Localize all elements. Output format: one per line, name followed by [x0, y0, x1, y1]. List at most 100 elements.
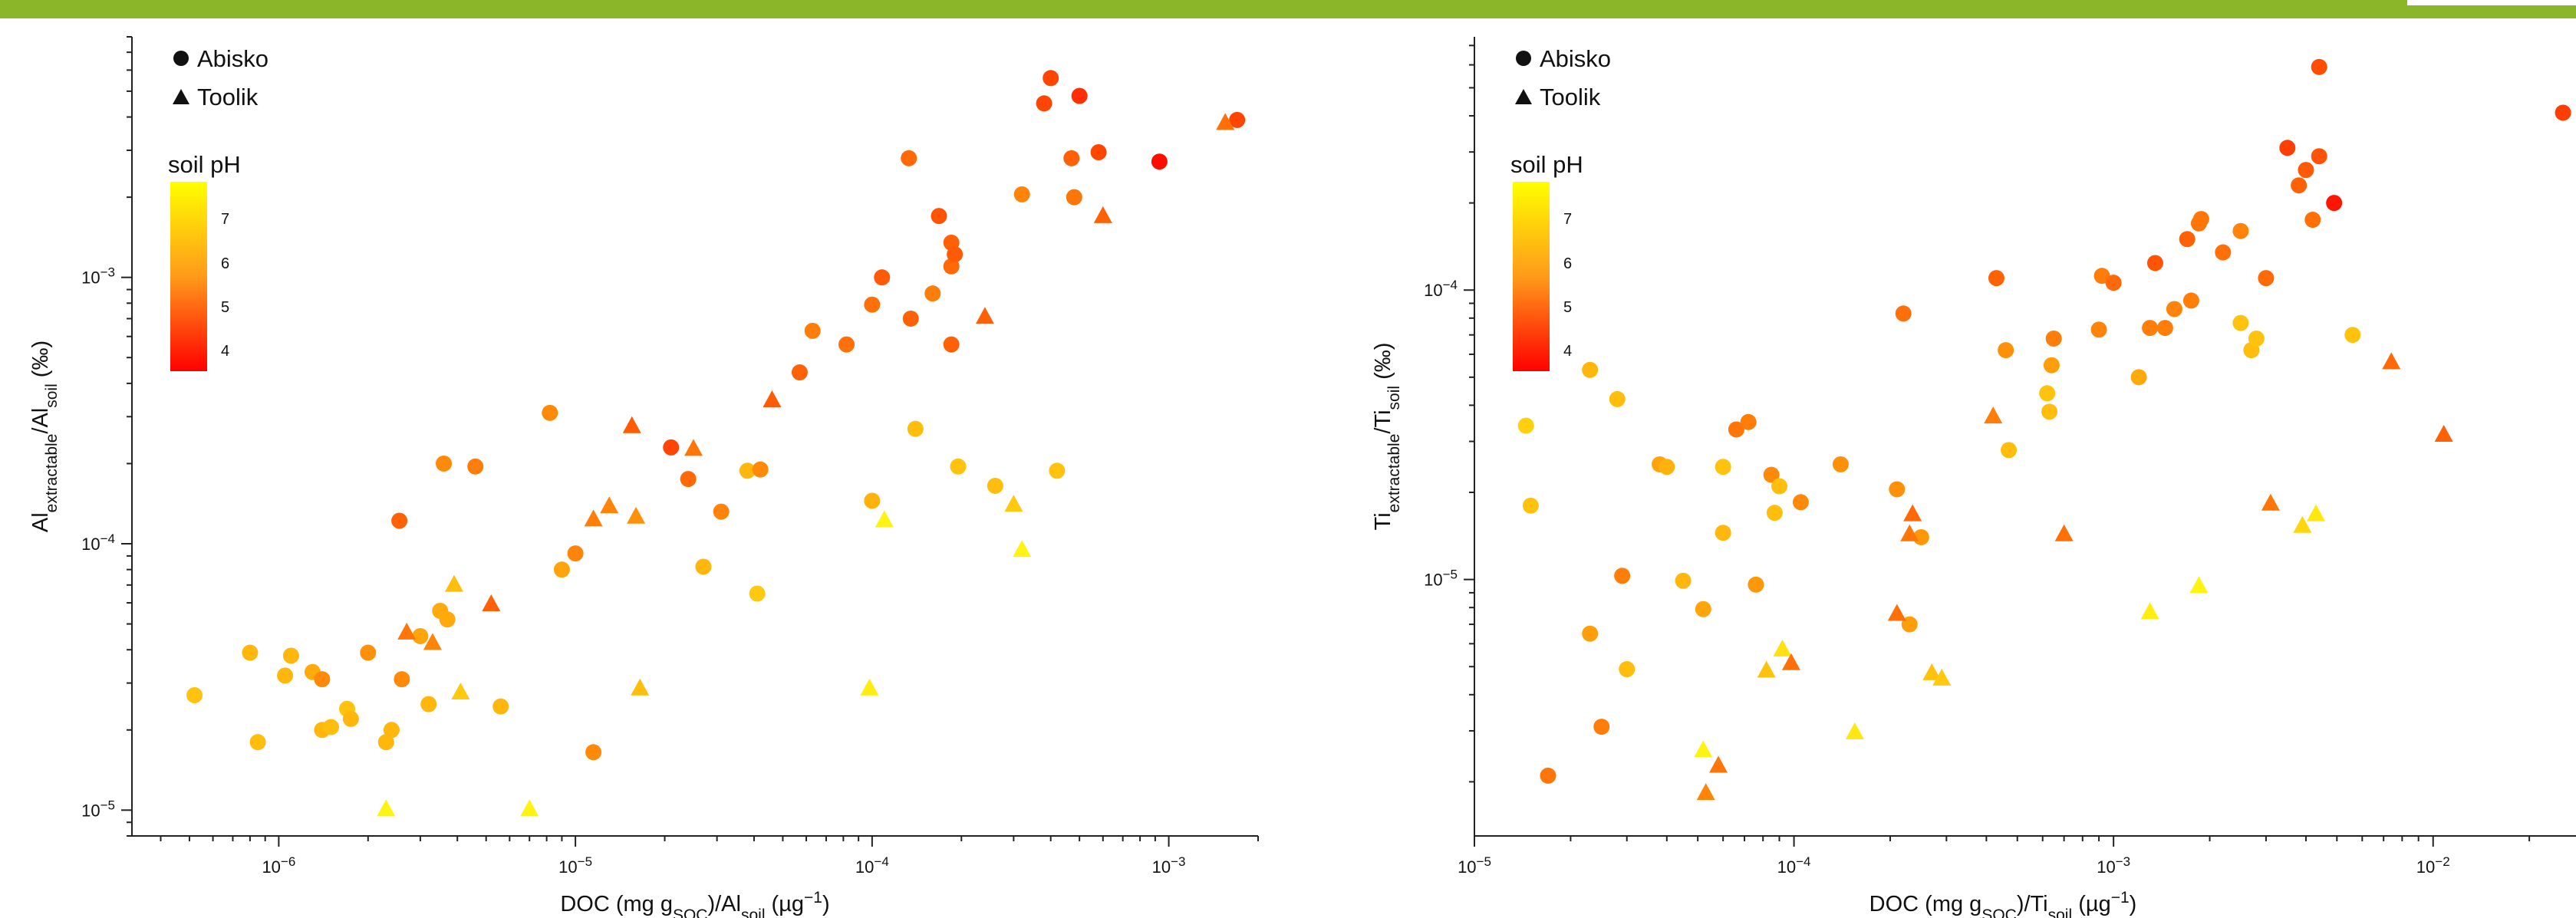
abisko-point: [1071, 87, 1088, 104]
x-title-part: (µg: [765, 892, 804, 916]
y-tick-base: 10: [81, 535, 100, 554]
colorbar-gradient: [170, 182, 207, 371]
y-tick-base: 10: [1424, 571, 1442, 590]
abisko-point: [1988, 270, 2004, 287]
abisko-point: [713, 503, 730, 520]
abisko-point: [2045, 330, 2062, 347]
x-title-sup: −1: [804, 889, 822, 906]
abisko-point: [314, 671, 331, 688]
toolik-point: [2382, 352, 2401, 370]
colorbar-tick-label: 7: [1563, 211, 1572, 228]
x-title-sub: SOC: [673, 906, 708, 918]
abisko-point: [1066, 189, 1082, 206]
abisko-point: [1619, 661, 1636, 678]
toolik-point: [2054, 524, 2074, 541]
abisko-point: [804, 322, 821, 339]
abisko-point: [383, 722, 400, 739]
y-title-sub: soil: [1385, 386, 1403, 410]
x-title-sup: −1: [2111, 889, 2130, 906]
abisko-point: [377, 734, 394, 751]
abisko-point: [394, 671, 410, 688]
abisko-point: [864, 492, 881, 509]
abisko-point: [1517, 417, 1534, 434]
abisko-point: [695, 558, 712, 575]
x-axis-title: DOC (mg gSOC)/Alsoil (µg−1): [560, 889, 829, 918]
legend-toolik-label: Toolik: [197, 84, 259, 110]
x-tick-exp: −3: [2116, 854, 2130, 869]
toolik-point: [622, 416, 641, 433]
abisko-point: [1090, 143, 1107, 160]
colorbar-tick-text: 7: [1563, 211, 1572, 228]
colorbar-tick-text: 4: [221, 343, 229, 360]
abisko-point: [1675, 572, 1692, 589]
y-tick-exp: −4: [100, 531, 115, 546]
x-tick-base: 10: [262, 857, 280, 877]
abisko-point: [1582, 361, 1599, 378]
abisko-point: [2555, 104, 2571, 121]
legend-toolik-text: Toolik: [197, 84, 259, 110]
x-tick-base: 10: [2097, 857, 2115, 877]
abisko-point: [1728, 421, 1744, 438]
y-title-sub: extractable: [1385, 434, 1403, 513]
abisko-point: [1715, 525, 1731, 541]
legend-toolik-marker: [173, 89, 189, 104]
abisko-point: [2215, 244, 2232, 261]
toolik-point: [1093, 206, 1112, 223]
abisko-point: [277, 667, 294, 684]
abisko-point: [2166, 301, 2182, 318]
colorbar-tick-label: 7: [221, 211, 229, 228]
toolik-point: [444, 574, 463, 592]
x-tick-label: 10−4: [855, 854, 889, 877]
abisko-point: [2041, 403, 2058, 420]
legend-abisko-marker: [173, 51, 189, 66]
abisko-point: [553, 561, 570, 578]
y-title-sub: extractable: [43, 434, 61, 513]
abisko-point: [1792, 494, 1809, 511]
toolik-point: [1757, 660, 1776, 678]
y-tick-base: 10: [81, 268, 100, 288]
abisko-point: [1043, 70, 1059, 87]
y-title-part: (‰): [28, 341, 53, 383]
abisko-point: [1540, 767, 1556, 784]
legend-abisko-marker: [1516, 51, 1531, 66]
x-tick-exp: −2: [2435, 854, 2449, 869]
toolik-point: [2293, 515, 2312, 533]
abisko-point: [2105, 275, 2122, 291]
toolik-point: [975, 307, 994, 324]
abisko-point: [391, 512, 408, 529]
toolik-point: [423, 633, 442, 650]
abisko-point: [1715, 459, 1731, 475]
x-title-part: )/Al: [707, 892, 741, 916]
abisko-point: [2311, 148, 2327, 165]
abisko-point: [2142, 320, 2159, 337]
abisko-point: [680, 471, 697, 488]
abisko-point: [2326, 195, 2343, 212]
abisko-point: [492, 698, 509, 715]
y-tick-label: 10−5: [81, 798, 115, 821]
abisko-point: [436, 455, 453, 472]
abisko-point: [1614, 568, 1631, 584]
abisko-point: [1013, 186, 1030, 202]
y-tick-label: 10−4: [1424, 278, 1458, 301]
abisko-point: [2146, 255, 2163, 271]
x-title-sub: soil: [2048, 906, 2073, 918]
y-title-part: Ti: [1371, 512, 1395, 530]
y-title-part: /Al: [28, 408, 53, 434]
x-tick-exp: −4: [874, 854, 888, 869]
toolik-point: [1900, 524, 1919, 541]
abisko-point: [342, 710, 359, 727]
toolik-point: [377, 799, 396, 817]
toolik-point: [584, 509, 603, 527]
colorbar-gradient: [1513, 182, 1550, 371]
x-title-part: ): [2130, 892, 2137, 916]
toolik-point: [1004, 495, 1023, 512]
x-title-part: (µg: [2072, 892, 2111, 916]
abisko-point: [1740, 413, 1757, 430]
abisko-point: [2279, 140, 2296, 156]
y-tick-exp: −4: [1443, 278, 1458, 292]
x-tick-base: 10: [1152, 857, 1171, 877]
colorbar-tick-label: 5: [221, 299, 229, 316]
colorbar-tick-text: 5: [221, 299, 229, 316]
x-axis-title: DOC (mg gSOC)/Tisoil (µg−1): [1869, 889, 2137, 918]
